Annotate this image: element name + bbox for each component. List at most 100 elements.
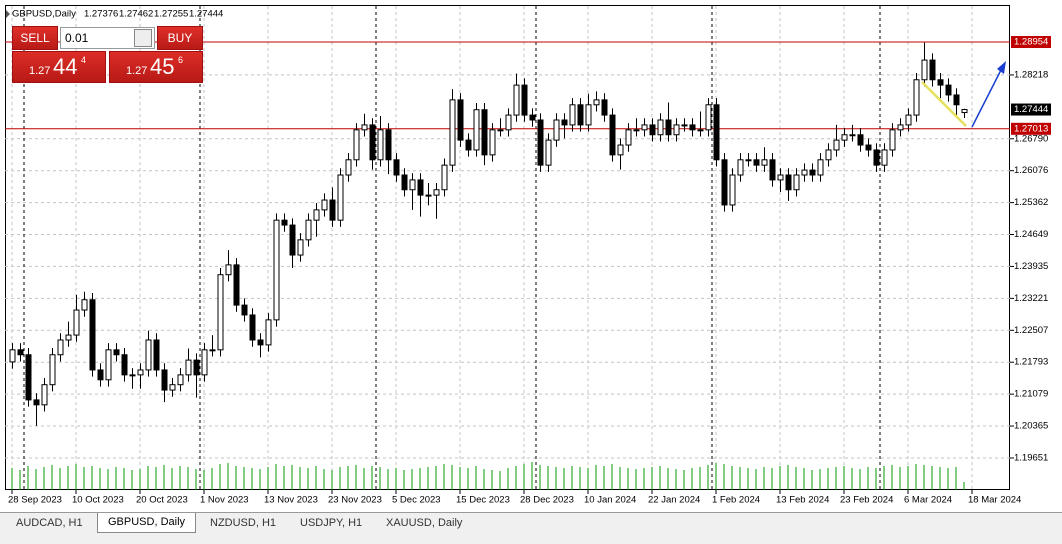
candle-body [401, 174, 408, 191]
x-tick-label: 1 Nov 2023 [200, 495, 249, 506]
arrow-head [997, 61, 1006, 74]
price-prefix: 1.27 [29, 65, 51, 77]
candle-body [193, 359, 200, 376]
candle-body [81, 299, 88, 311]
candle-body [121, 354, 128, 376]
candle-body [481, 109, 488, 156]
candle-body [673, 124, 680, 136]
candle-body [905, 114, 912, 126]
candle-body [601, 99, 608, 116]
candle-body [153, 339, 160, 371]
chart-tab[interactable]: USDJPY, H1 [300, 517, 363, 529]
chart-tabs: AUDCAD, H1 GBPUSD, Daily NZDUSD, H1 USDJPY,… [0, 512, 1062, 533]
sell-button[interactable]: SELL [12, 26, 58, 50]
chart-background [0, 0, 1062, 512]
candle-body [281, 219, 288, 226]
candle-body [129, 374, 136, 377]
candle-body [217, 274, 224, 351]
x-tick-label: 28 Sep 2023 [8, 495, 62, 506]
candle-body [545, 139, 552, 166]
x-tick-label: 15 Dec 2023 [456, 495, 510, 506]
candle-body [745, 159, 752, 162]
candle-body [569, 104, 576, 126]
chart-tab[interactable]: AUDCAD, H1 [16, 517, 83, 529]
candle-body [441, 164, 448, 191]
candle-body [169, 384, 176, 391]
sell-price[interactable]: 1.27 44 4 [12, 51, 106, 83]
candle-body [593, 99, 600, 106]
header-close: 1.27444 [189, 9, 223, 20]
candle-body [681, 124, 688, 127]
candle-body [761, 159, 768, 166]
candle-body [857, 134, 864, 146]
chart-tab[interactable]: NZDUSD, H1 [210, 517, 277, 529]
candle-body [649, 124, 656, 136]
candle-body [753, 159, 760, 166]
candle-body [297, 239, 304, 256]
candle-body [913, 79, 920, 116]
y-tick-label: 1.25362 [1014, 197, 1048, 208]
x-tick-label: 6 Mar 2024 [904, 495, 952, 506]
candle-body [521, 84, 528, 116]
candle-body [561, 119, 568, 126]
candle-body [105, 349, 112, 381]
candle-body [257, 339, 264, 346]
candle-body [577, 104, 584, 126]
x-tick-label: 23 Nov 2023 [328, 495, 382, 506]
x-tick-label: 23 Feb 2024 [840, 495, 893, 506]
candle-body [337, 174, 344, 221]
candle-body [809, 169, 816, 176]
candle-body [841, 134, 848, 141]
candle-body [633, 129, 640, 132]
candle-body [161, 369, 168, 391]
candle-body [721, 159, 728, 206]
candle-body [209, 349, 216, 352]
lot-input[interactable]: 0.01 [60, 27, 155, 49]
candle-body [665, 119, 672, 136]
chart-tab[interactable]: XAUUSD, Daily [386, 517, 463, 529]
candle-body [97, 369, 104, 381]
level-label: 1.27013 [1014, 123, 1048, 134]
x-tick-label: 20 Oct 2023 [136, 495, 188, 506]
candle-body [881, 149, 888, 166]
y-tick-label: 1.19651 [1014, 453, 1048, 464]
chart-tab[interactable]: GBPUSD, Daily [97, 513, 197, 533]
candle-body [345, 159, 352, 176]
candle-body [369, 124, 376, 161]
candle-body [57, 339, 64, 356]
candle-body [25, 354, 32, 401]
y-tick-label: 1.22507 [1014, 325, 1048, 336]
candle-body [785, 174, 792, 191]
buy-price[interactable]: 1.27 45 6 [109, 51, 203, 83]
candle-body [929, 59, 936, 81]
price-fraction: 4 [81, 55, 87, 65]
candle-body [465, 139, 472, 151]
candle-body [9, 349, 16, 363]
candle-body [553, 119, 560, 141]
header-open: 1.27376 [84, 9, 118, 20]
candle-body [361, 124, 368, 131]
candle-body [409, 179, 416, 191]
candle-body [385, 129, 392, 161]
candle-body [233, 264, 240, 306]
candle-body [353, 129, 360, 161]
x-tick-label: 13 Nov 2023 [264, 495, 318, 506]
candle-body [609, 114, 616, 156]
y-tick-label: 1.20365 [1014, 421, 1048, 432]
candle-body [425, 194, 432, 197]
candle-body [833, 139, 840, 151]
candle-body [33, 399, 40, 406]
candle-body [417, 179, 424, 196]
chart-title: GBPUSD,Daily [12, 9, 76, 20]
lot-spinner[interactable] [134, 29, 152, 47]
candle-body [825, 149, 832, 161]
candle-body [505, 114, 512, 131]
candle-body [953, 94, 960, 106]
candle-body [513, 84, 520, 116]
candle-body [177, 374, 184, 386]
candle-body [697, 129, 704, 132]
candle-body [201, 349, 208, 376]
candle-body [865, 144, 872, 151]
buy-button[interactable]: BUY [157, 26, 203, 50]
